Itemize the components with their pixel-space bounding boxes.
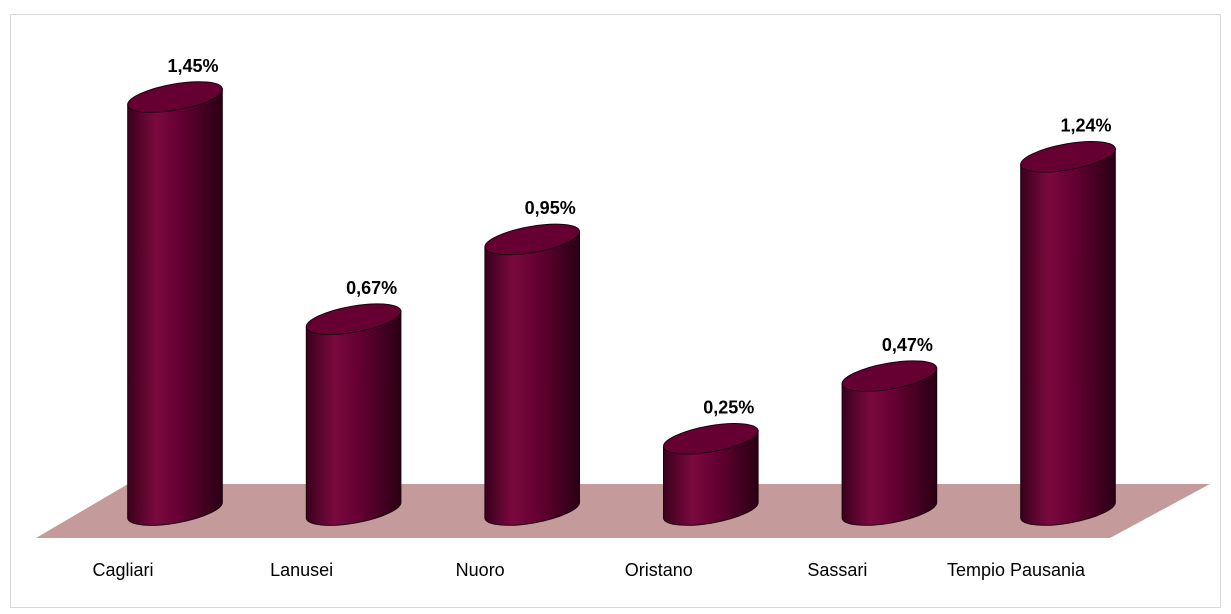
value-label: 0,25%: [703, 398, 754, 418]
cylinder: [841, 367, 938, 526]
x-tick-label: Lanusei: [270, 560, 333, 580]
value-label: 0,47%: [882, 335, 933, 355]
value-label: 0,67%: [346, 278, 397, 298]
cylinder-top: [484, 223, 581, 256]
x-tick-label: Oristano: [625, 560, 693, 580]
cylinder-top: [662, 423, 759, 455]
cylinder: [484, 230, 581, 526]
x-tick-label: Cagliari: [92, 560, 153, 580]
value-label: 1,24%: [1060, 116, 1111, 136]
cylinder-top: [1020, 141, 1116, 173]
value-label: 0,95%: [525, 198, 576, 218]
cylinder-top: [841, 360, 938, 392]
cylinder: [127, 88, 223, 526]
x-tick-label: Sassari: [807, 560, 867, 580]
cylinder-top: [305, 303, 402, 335]
value-label: 1,45%: [167, 56, 218, 76]
x-tick-label: Nuoro: [456, 560, 505, 580]
cylinder: [305, 310, 402, 526]
x-tick-label: Tempio Pausania: [947, 560, 1086, 580]
cylinder: [1020, 147, 1116, 526]
cylinder-top: [127, 81, 223, 113]
